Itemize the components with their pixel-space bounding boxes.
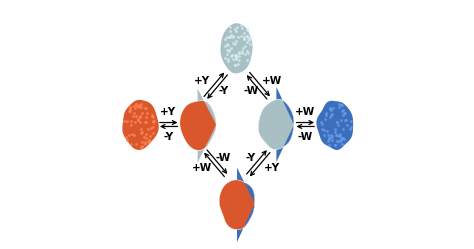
Text: +Y: +Y <box>264 163 280 173</box>
Text: +W: +W <box>262 76 282 86</box>
Text: -W: -W <box>216 153 231 163</box>
Text: -W: -W <box>243 86 258 96</box>
Text: -Y: -Y <box>246 153 256 163</box>
Text: +Y: +Y <box>194 76 210 86</box>
Text: -W: -W <box>297 132 312 142</box>
Polygon shape <box>237 168 255 242</box>
Polygon shape <box>220 23 253 73</box>
Text: +W: +W <box>192 163 212 173</box>
Polygon shape <box>258 99 294 150</box>
Polygon shape <box>180 101 216 150</box>
Text: +Y: +Y <box>160 107 176 117</box>
Polygon shape <box>316 101 353 150</box>
Polygon shape <box>219 180 255 230</box>
Text: +W: +W <box>295 107 315 117</box>
Text: -Y: -Y <box>218 86 228 96</box>
Polygon shape <box>198 88 216 163</box>
Text: -Y: -Y <box>163 132 173 142</box>
Polygon shape <box>276 87 294 162</box>
Polygon shape <box>122 100 159 150</box>
